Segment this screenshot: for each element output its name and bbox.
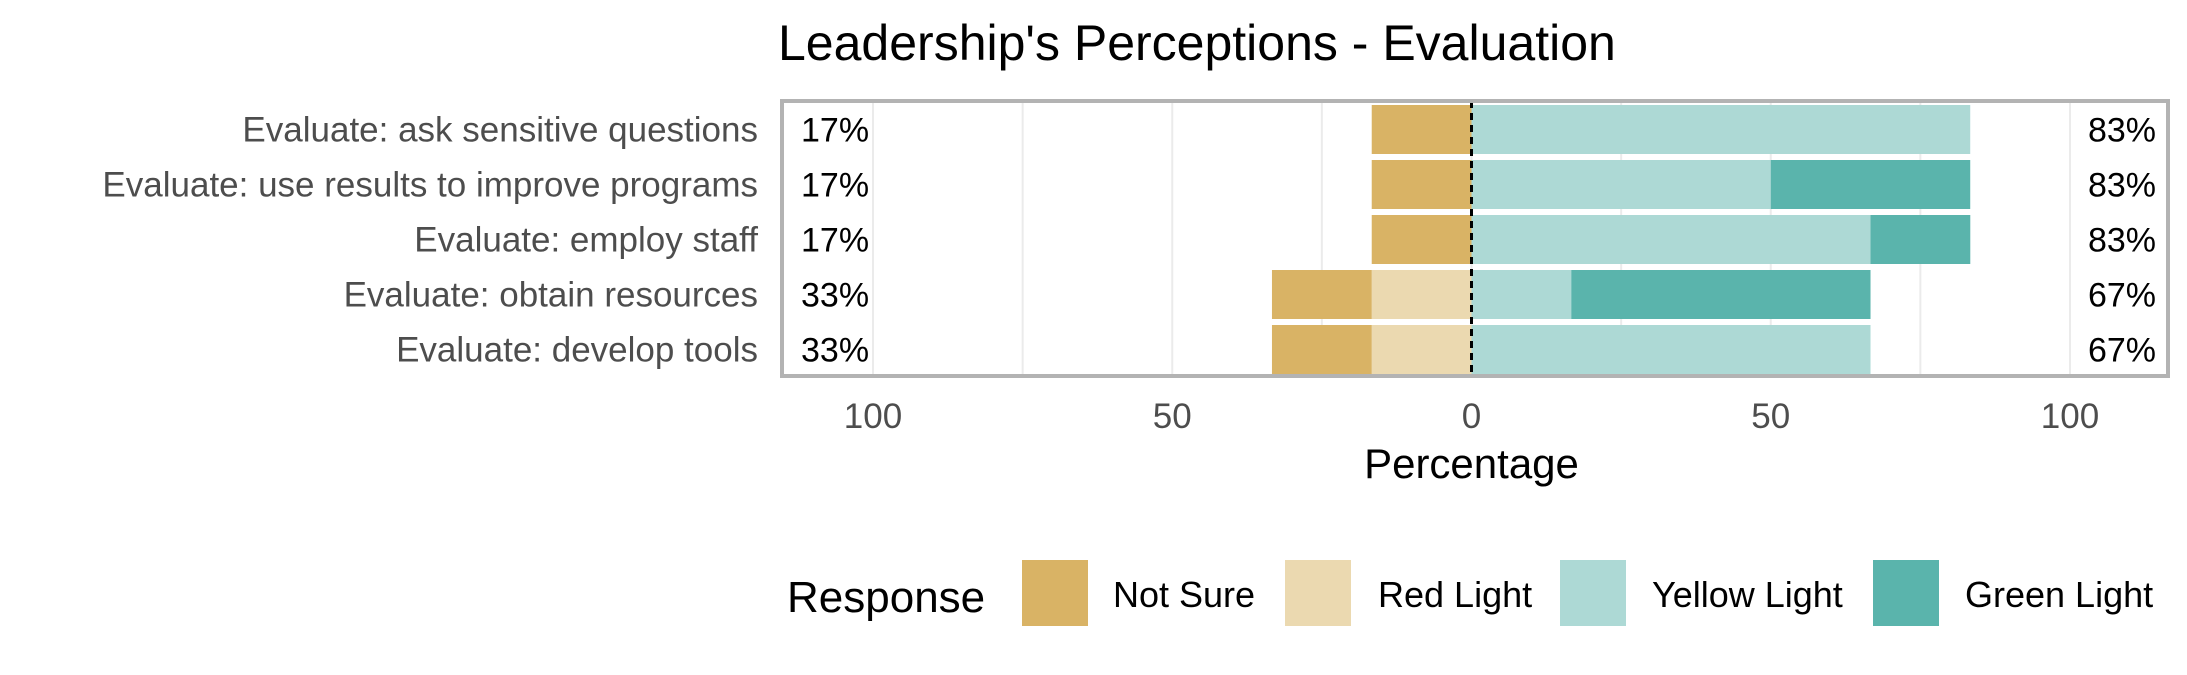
left-percent-label: 17% — [801, 167, 869, 205]
bar — [1870, 215, 1971, 264]
category-label: Evaluate: ask sensitive questions — [242, 111, 758, 150]
x-tick-label: 0 — [1462, 397, 1481, 436]
bar — [1471, 215, 1871, 264]
bar — [1271, 270, 1372, 319]
bars — [1271, 105, 1971, 374]
category-label: Evaluate: develop tools — [396, 331, 758, 370]
legend-swatch — [1022, 560, 1088, 626]
legend-label: Green Light — [1965, 574, 2153, 615]
legend-label: Yellow Light — [1652, 574, 1843, 615]
bar — [1371, 325, 1472, 374]
bar — [1471, 270, 1572, 319]
bar — [1571, 270, 1871, 319]
left-percent-label: 33% — [801, 277, 869, 315]
category-label: Evaluate: obtain resources — [344, 276, 758, 315]
right-percent-label: 83% — [2088, 112, 2156, 150]
x-tick-label: 100 — [2041, 397, 2099, 436]
chart-title: Leadership's Perceptions - Evaluation — [778, 15, 1616, 71]
legend-swatch — [1560, 560, 1626, 626]
legend-title: Response — [787, 573, 985, 622]
x-axis-title: Percentage — [1364, 440, 1579, 487]
bar — [1371, 270, 1472, 319]
bar — [1471, 325, 1871, 374]
left-percent-label: 17% — [801, 112, 869, 150]
bar — [1371, 215, 1472, 264]
labels: Evaluate: ask sensitive questions 17% 83% E… — [102, 111, 2156, 437]
legend-label: Red Light — [1378, 574, 1532, 615]
bar — [1471, 160, 1771, 209]
bar — [1471, 105, 1971, 154]
left-percent-label: 33% — [801, 332, 869, 370]
bar — [1770, 160, 1971, 209]
x-tick-label: 50 — [1751, 397, 1790, 436]
legend-swatch — [1285, 560, 1351, 626]
bar — [1371, 160, 1472, 209]
legend-label: Not Sure — [1113, 574, 1255, 615]
bar — [1371, 105, 1472, 154]
category-label: Evaluate: employ staff — [414, 221, 758, 260]
right-percent-label: 83% — [2088, 222, 2156, 260]
legend-swatch — [1873, 560, 1939, 626]
right-percent-label: 67% — [2088, 277, 2156, 315]
legend: Response Not Sure Red Light Yellow Light Gre… — [787, 560, 2153, 626]
left-percent-label: 17% — [801, 222, 869, 260]
bar — [1271, 325, 1372, 374]
x-tick-label: 100 — [844, 397, 902, 436]
right-percent-label: 67% — [2088, 332, 2156, 370]
category-label: Evaluate: use results to improve program… — [102, 166, 758, 205]
panel-border — [780, 99, 2170, 378]
x-tick-label: 50 — [1153, 397, 1192, 436]
right-percent-label: 83% — [2088, 167, 2156, 205]
